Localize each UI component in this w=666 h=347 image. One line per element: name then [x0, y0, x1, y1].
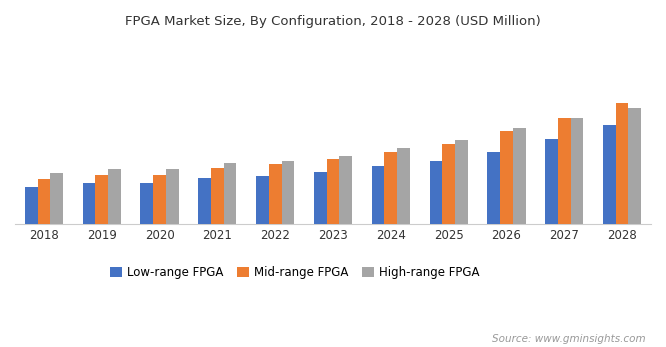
Bar — [558, 118, 571, 223]
Bar — [95, 175, 108, 223]
Bar — [211, 168, 224, 223]
Bar — [629, 108, 641, 223]
Bar — [455, 140, 468, 223]
Bar — [83, 183, 95, 223]
Legend: Low-range FPGA, Mid-range FPGA, High-range FPGA: Low-range FPGA, Mid-range FPGA, High-ran… — [105, 261, 484, 284]
Bar — [340, 156, 352, 223]
Bar — [198, 178, 211, 223]
Bar — [326, 159, 340, 223]
Bar — [269, 164, 282, 223]
Bar — [153, 175, 166, 223]
Bar — [397, 149, 410, 223]
Bar — [372, 166, 384, 223]
Bar — [314, 171, 326, 223]
Bar — [224, 163, 236, 223]
Bar — [500, 131, 513, 223]
Bar — [488, 152, 500, 223]
Bar — [603, 125, 616, 223]
Bar — [166, 169, 178, 223]
Bar — [256, 176, 269, 223]
Bar — [513, 128, 525, 223]
Bar — [430, 161, 442, 223]
Text: Source: www.gminsights.com: Source: www.gminsights.com — [492, 333, 646, 344]
Bar — [616, 103, 629, 223]
Bar — [282, 161, 294, 223]
Bar — [37, 179, 50, 223]
Title: FPGA Market Size, By Configuration, 2018 - 2028 (USD Million): FPGA Market Size, By Configuration, 2018… — [125, 15, 541, 28]
Bar — [545, 139, 558, 223]
Bar — [384, 152, 397, 223]
Bar — [108, 169, 121, 223]
Bar — [141, 183, 153, 223]
Bar — [442, 144, 455, 223]
Bar — [571, 118, 583, 223]
Bar — [25, 187, 37, 223]
Bar — [50, 173, 63, 223]
